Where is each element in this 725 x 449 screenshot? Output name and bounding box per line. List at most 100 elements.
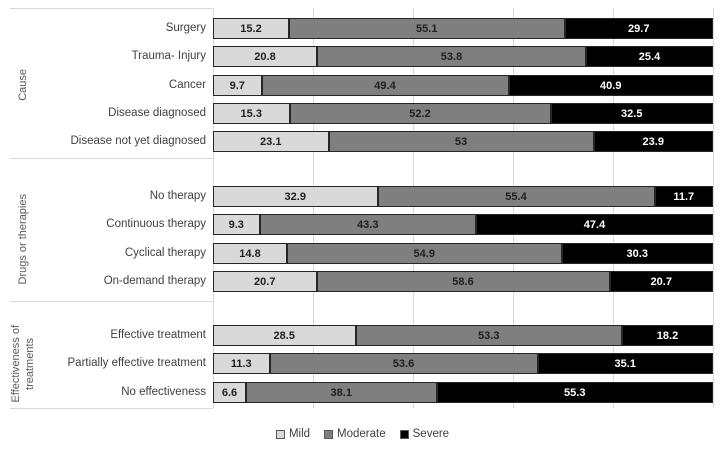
legend-marker-mild (275, 429, 285, 439)
bar-segment-severe: 35.1 (537, 353, 713, 374)
bar-value-label: 53.6 (392, 357, 415, 370)
bar-segment-severe: 11.7 (654, 186, 713, 207)
gridline-40 (413, 8, 414, 408)
bar-segment-moderate: 53 (328, 131, 594, 152)
bar-value-label: 25.4 (638, 50, 661, 63)
legend-marker-severe (399, 429, 409, 439)
bar-value-label: 23.1 (260, 135, 282, 148)
bar-track: 15.2 55.1 29.7 (213, 18, 713, 39)
bar-value-label: 55.3 (564, 386, 586, 399)
axis-divider-3 (10, 408, 213, 409)
bar-value-label: 20.8 (254, 50, 276, 63)
axis-divider-1 (10, 158, 213, 159)
bar-value-label: 55.4 (505, 190, 527, 203)
bar-value-label: 32.5 (621, 107, 643, 120)
category-label: Cyclical therapy (124, 247, 206, 259)
category-label: No therapy (149, 190, 206, 202)
bar-value-label: 9.3 (228, 218, 244, 231)
bar-segment-moderate: 52.2 (289, 103, 551, 124)
legend-label: Severe (412, 428, 450, 440)
bar-value-label: 52.2 (409, 107, 431, 120)
bar-segment-mild: 14.8 (213, 243, 287, 264)
legend-label: Moderate (337, 428, 386, 440)
bar-value-label: 14.8 (239, 247, 261, 260)
gridline-20 (313, 8, 314, 408)
category-label: Disease not yet diagnosed (70, 135, 206, 147)
category-label: Disease diagnosed (108, 107, 206, 119)
category-label: Trauma- Injury (131, 50, 206, 62)
bar-value-label: 23.9 (642, 135, 664, 148)
bar-segment-moderate: 53.6 (269, 353, 538, 374)
bar-value-label: 29.7 (628, 22, 650, 35)
category-label: Partially effective treatment (67, 357, 207, 369)
legend: Mild Moderate Severe (0, 426, 725, 442)
bar-segment-mild: 32.9 (213, 186, 378, 207)
group-label-line: Cause (16, 69, 29, 102)
bar-track: 6.6 38.1 55.3 (213, 382, 713, 403)
legend-item-severe: Severe (399, 428, 450, 440)
bar-segment-moderate: 54.9 (287, 243, 562, 264)
bar-segment-mild: 20.8 (213, 46, 317, 67)
bar-row-on-demand-therapy: On-demand therapy 20.7 58.6 20.7 (0, 271, 725, 292)
bar-segment-mild: 23.1 (213, 131, 329, 152)
group-label-line: treatments (23, 337, 36, 390)
plot-area (213, 8, 714, 408)
bar-track: 23.1 53 23.9 (213, 131, 713, 152)
bar-track: 11.3 53.6 35.1 (213, 353, 713, 374)
bar-segment-mild: 9.3 (213, 214, 260, 235)
bar-track: 28.5 53.3 18.2 (213, 325, 713, 346)
bar-value-label: 15.2 (240, 22, 262, 35)
bar-value-label: 15.3 (240, 107, 262, 120)
axis-divider-0 (10, 8, 213, 9)
bar-value-label: 28.5 (273, 329, 295, 342)
bar-value-label: 20.7 (650, 275, 672, 288)
gridline-0 (213, 8, 214, 408)
bar-value-label: 58.6 (452, 275, 474, 288)
bar-segment-severe: 25.4 (586, 46, 713, 67)
bar-segment-mild: 15.3 (213, 103, 290, 124)
bar-value-label: 6.6 (221, 386, 238, 399)
group-label-drugs-or-therapies: Drugs or therapies (6, 186, 40, 292)
bar-track: 9.3 43.3 47.4 (213, 214, 713, 235)
gridline-60 (513, 8, 514, 408)
gridline-100 (713, 8, 714, 408)
category-label: Cancer (168, 79, 206, 91)
bar-row-cancer: Cancer 9.7 49.4 40.9 (0, 75, 725, 96)
bar-value-label: 11.3 (230, 357, 252, 370)
bar-segment-severe: 30.3 (561, 243, 713, 264)
bar-segment-moderate: 55.1 (289, 18, 565, 39)
bar-segment-mild: 20.7 (213, 271, 317, 292)
bar-value-label: 32.9 (284, 190, 306, 203)
bar-segment-mild: 6.6 (213, 382, 246, 403)
bar-segment-moderate: 53.3 (355, 325, 622, 346)
bar-track: 32.9 55.4 11.7 (213, 186, 713, 207)
bar-value-label: 9.7 (229, 79, 245, 92)
bar-track: 14.8 54.9 30.3 (213, 243, 713, 264)
bar-segment-severe: 29.7 (564, 18, 713, 39)
bar-track: 9.7 49.4 40.9 (213, 75, 713, 96)
bar-segment-severe: 32.5 (550, 103, 713, 124)
bar-value-label: 35.1 (614, 357, 636, 370)
bar-segment-moderate: 58.6 (316, 271, 610, 292)
bar-row-no-effectiveness: No effectiveness 6.6 38.1 55.3 (0, 382, 725, 403)
bar-segment-mild: 15.2 (213, 18, 289, 39)
bar-value-label: 38.1 (330, 386, 352, 399)
bar-value-label: 30.3 (626, 247, 648, 260)
bar-row-cyclical-therapy: Cyclical therapy 14.8 54.9 30.3 (0, 243, 725, 264)
bar-segment-moderate: 38.1 (246, 382, 437, 403)
bar-value-label: 40.9 (600, 79, 622, 92)
bar-segment-moderate: 55.4 (377, 186, 655, 207)
category-label: No effectiveness (121, 386, 206, 398)
group-label-line: Drugs or therapies (16, 193, 29, 285)
axis-divider-2 (10, 301, 213, 302)
bar-row-no-therapy: No therapy 32.9 55.4 11.7 (0, 186, 725, 207)
bar-value-label: 54.9 (413, 247, 435, 260)
bar-segment-severe: 40.9 (508, 75, 713, 96)
bar-value-label: 11.7 (673, 190, 695, 203)
bar-row-trauma-injury: Trauma- Injury 20.8 53.8 25.4 (0, 46, 725, 67)
bar-segment-severe: 23.9 (593, 131, 713, 152)
bar-track: 20.7 58.6 20.7 (213, 271, 713, 292)
legend-marker-moderate (324, 429, 334, 439)
bar-value-label: 43.3 (357, 218, 379, 231)
